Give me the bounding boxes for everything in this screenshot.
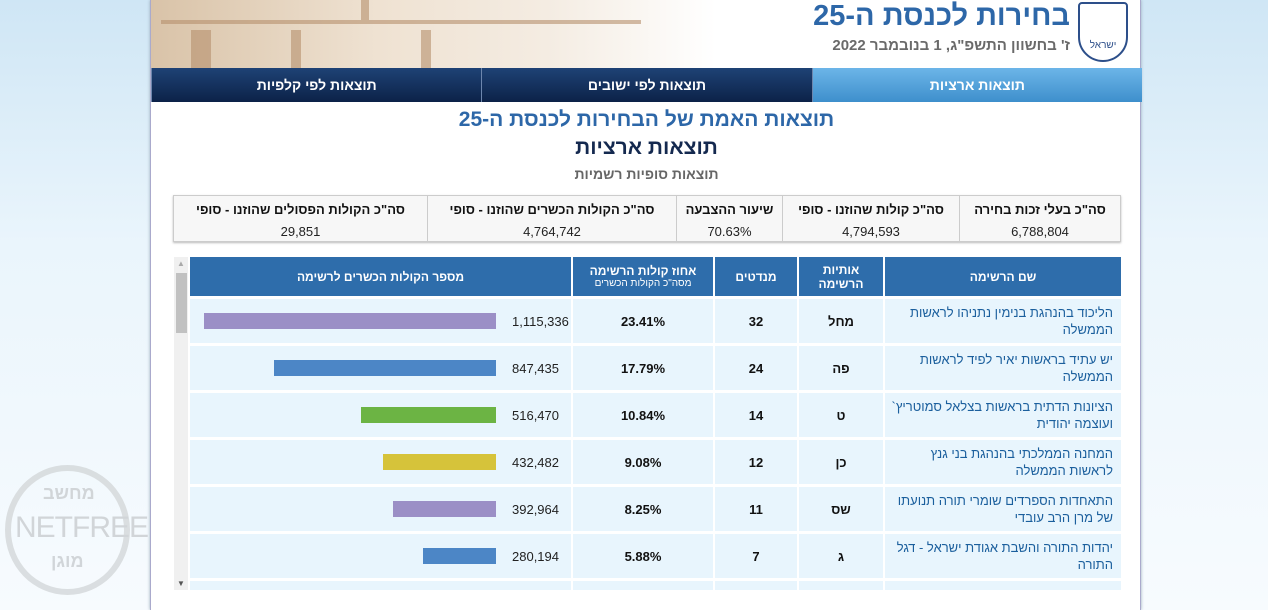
table-row: יהדות התורה והשבת אגודת ישראל - דגל התור… [190, 534, 1121, 578]
list-seats: 11 [715, 487, 797, 531]
summary-value: 6,788,804 [1011, 224, 1069, 239]
tab-results-by-locality[interactable]: תוצאות לפי ישובים [481, 68, 812, 102]
netfree-watermark: מחשב NETFREE מוגן [5, 465, 149, 595]
list-letters: מחל [799, 299, 883, 343]
tab-national-results[interactable]: תוצאות ארציות [811, 68, 1142, 102]
header-list-name: שם הרשימה [885, 257, 1121, 296]
header-percent: אחוז קולות הרשימה מסה"כ הקולות הכשרים [573, 257, 713, 296]
summary-label: שיעור ההצבעה [685, 202, 774, 217]
table-row: המחנה הממלכתי בהנהגת בני גנץ לראשות הממש… [190, 440, 1121, 484]
scroll-down-icon[interactable]: ▼ [177, 579, 185, 588]
results-status: תוצאות סופיות רשמיות [574, 166, 719, 182]
list-percent: 5.88% [573, 534, 713, 578]
list-percent: 8.25% [573, 487, 713, 531]
scrollbar-thumb[interactable] [176, 273, 187, 333]
list-votes: 516,470 [512, 407, 559, 423]
summary-label: סה"כ הקולות הפסולים שהוזנו - סופי [196, 202, 405, 217]
table-body: הליכוד בהנהגת בנימין נתניהו לראשות הממשל… [190, 299, 1121, 578]
list-votes: 1,115,336 [512, 313, 569, 329]
list-letters: ג [799, 534, 883, 578]
summary-turnout: שיעור ההצבעה 70.63% [676, 196, 782, 241]
votes-bar [382, 454, 496, 470]
table-header: שם הרשימה אותיות הרשימה מנדטים אחוז קולו… [190, 257, 1121, 296]
list-name[interactable]: התאחדות הספרדים שומרי תורה תנועתו של מרן… [885, 487, 1121, 531]
list-name[interactable]: יש עתיד בראשות יאיר לפיד לראשות הממשלה [885, 346, 1121, 390]
list-percent: 9.08% [573, 440, 713, 484]
list-percent: 10.84% [573, 393, 713, 437]
table-row: הציונות הדתית בראשות בצלאל סמוטריץ` ועוצ… [190, 393, 1121, 437]
list-votes: 432,482 [512, 454, 559, 470]
list-seats: 32 [715, 299, 797, 343]
header-seats: מנדטים [715, 257, 797, 296]
list-seats: 7 [715, 534, 797, 578]
list-votes: 392,964 [512, 501, 559, 517]
votes-bar [422, 548, 496, 564]
summary-box: סה"כ בעלי זכות בחירה 6,788,804 סה"כ קולות… [173, 195, 1121, 242]
table-row: הליכוד בהנהגת בנימין נתניהו לראשות הממשל… [190, 299, 1121, 343]
list-name[interactable]: הציונות הדתית בראשות בצלאל סמוטריץ` ועוצ… [885, 393, 1121, 437]
summary-invalid-votes: סה"כ הקולות הפסולים שהוזנו - סופי 29,851 [174, 196, 427, 241]
list-seats: 24 [715, 346, 797, 390]
votes-bar [274, 360, 496, 376]
emblem-text: ישראל [1089, 40, 1117, 51]
list-letters: שס [799, 487, 883, 531]
list-votes-cell: 1,115,336 [190, 299, 571, 343]
list-percent: 23.41% [573, 299, 713, 343]
summary-valid-votes: סה"כ הקולות הכשרים שהוזנו - סופי 4,764,74… [427, 196, 676, 241]
summary-label: סה"כ קולות שהוזנו - סופי [798, 202, 944, 217]
list-votes-cell: 516,470 [190, 393, 571, 437]
header-percent-label: אחוז קולות הרשימה [589, 264, 697, 278]
summary-label: סה"כ הקולות הכשרים שהוזנו - סופי [449, 202, 655, 217]
table-row: התאחדות הספרדים שומרי תורה תנועתו של מרן… [190, 487, 1121, 531]
summary-value: 4,794,593 [842, 224, 900, 239]
summary-value: 29,851 [280, 224, 321, 239]
list-votes-cell: 432,482 [190, 440, 571, 484]
site-title: בחירות לכנסת ה-25 [813, 0, 1070, 32]
watermark-bottom: מוגן [51, 551, 84, 571]
knesset-building-image [151, 0, 716, 68]
votes-bar [393, 501, 496, 517]
votes-bar [360, 407, 496, 423]
state-emblem-logo: ישראל [1078, 2, 1128, 62]
list-letters: ט [799, 393, 883, 437]
list-letters: כן [799, 440, 883, 484]
tab-results-by-ballot[interactable]: תוצאות לפי קלפיות [151, 68, 482, 102]
page-subtitle: תוצאות ארציות [575, 136, 718, 159]
list-votes: 847,435 [512, 360, 559, 376]
list-votes-cell: 280,194 [190, 534, 571, 578]
list-name[interactable]: הליכוד בהנהגת בנימין נתניהו לראשות הממשל… [885, 299, 1121, 343]
summary-label: סה"כ בעלי זכות בחירה [974, 202, 1106, 217]
votes-bar [204, 313, 496, 329]
list-votes: 280,194 [512, 548, 559, 564]
election-date: ז' בחשוון התשפ"ג, 1 בנובמבר 2022 [832, 37, 1070, 54]
list-seats: 12 [715, 440, 797, 484]
scroll-up-icon[interactable]: ▲ [177, 259, 185, 268]
summary-eligible-voters: סה"כ בעלי זכות בחירה 6,788,804 [959, 196, 1120, 241]
watermark-middle: NETFREE [15, 511, 149, 544]
list-percent: 17.79% [573, 346, 713, 390]
banner: בחירות לכנסת ה-25 ז' בחשוון התשפ"ג, 1 בנ… [151, 0, 1142, 68]
table-row-partial [190, 581, 1121, 590]
header-list-letters: אותיות הרשימה [799, 257, 883, 296]
page: בחירות לכנסת ה-25 ז' בחשוון התשפ"ג, 1 בנ… [150, 0, 1142, 610]
list-votes-cell: 392,964 [190, 487, 571, 531]
list-votes-cell: 847,435 [190, 346, 571, 390]
watermark-top: מחשב [43, 483, 95, 503]
table-scrollbar[interactable]: ▲ ▼ [174, 257, 188, 590]
results-table: שם הרשימה אותיות הרשימה מנדטים אחוז קולו… [190, 257, 1121, 590]
header-percent-sublabel: מסה"כ הקולות הכשרים [594, 278, 692, 289]
summary-votes-cast: סה"כ קולות שהוזנו - סופי 4,794,593 [782, 196, 959, 241]
list-seats: 14 [715, 393, 797, 437]
summary-value: 4,764,742 [523, 224, 581, 239]
page-title: תוצאות האמת של הבחירות לכנסת ה-25 [458, 108, 835, 131]
header-votes: מספר הקולות הכשרים לרשימה [190, 257, 571, 296]
list-letters: פה [799, 346, 883, 390]
list-name[interactable]: יהדות התורה והשבת אגודת ישראל - דגל התור… [885, 534, 1121, 578]
table-row: יש עתיד בראשות יאיר לפיד לראשות הממשלה פ… [190, 346, 1121, 390]
list-name[interactable]: המחנה הממלכתי בהנהגת בני גנץ לראשות הממש… [885, 440, 1121, 484]
nav-tabs: תוצאות ארציות תוצאות לפי ישובים תוצאות ל… [151, 68, 1142, 102]
summary-value: 70.63% [707, 224, 752, 239]
